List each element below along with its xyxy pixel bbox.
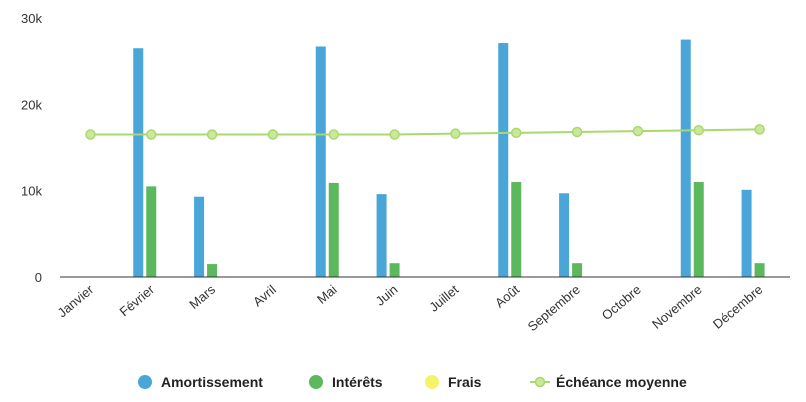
y-axis-ticks: 0 10k 20k 30k: [21, 11, 42, 285]
y-tick-label: 30k: [21, 11, 42, 26]
point-echeance-moyenne-5: [389, 129, 400, 140]
bar-amortissement-11: [741, 189, 752, 277]
legend-item[interactable]: Intérêts: [309, 374, 383, 390]
legend-marker: [425, 375, 439, 389]
x-tick-label: Février: [117, 281, 158, 319]
bar-int-r-ts-11: [754, 263, 765, 277]
legend-item[interactable]: Frais: [425, 374, 482, 390]
legend-marker: [534, 376, 546, 388]
x-tick-label: Octobre: [599, 282, 644, 323]
x-tick-label: Juin: [373, 282, 401, 309]
legend: Amortissement Intérêts Frais Échéance moyen…: [138, 374, 687, 390]
bar-amortissement-2: [194, 196, 205, 277]
bar-int-r-ts-4: [328, 182, 339, 277]
bar-int-r-ts-2: [207, 264, 218, 277]
legend-label: Échéance moyenne: [556, 374, 687, 390]
point-echeance-moyenne-4: [328, 129, 339, 140]
bars: [133, 39, 765, 278]
legend-item[interactable]: Échéance moyenne: [530, 374, 687, 390]
x-tick-label: Novembre: [649, 282, 705, 332]
line-series: [85, 124, 765, 140]
point-echeance-moyenne-6: [450, 128, 461, 139]
point-echeance-moyenne-1: [146, 129, 157, 140]
bar-amortissement-8: [559, 193, 570, 277]
point-echeance-moyenne-8: [571, 126, 583, 138]
bar-amortissement-4: [315, 46, 326, 277]
bar-int-r-ts-1: [146, 186, 157, 277]
bar-int-r-ts-5: [389, 263, 400, 277]
legend-marker: [309, 375, 323, 389]
x-axis-ticks: Janvier Février Mars Avril Mai Juin Juillet Aoû…: [55, 281, 766, 334]
bar-amortissement-5: [376, 194, 387, 277]
x-tick-label: Août: [492, 282, 522, 311]
legend-marker: [138, 375, 152, 389]
bar-amortissement-1: [133, 48, 144, 277]
bar-int-r-ts-7: [511, 182, 522, 277]
y-tick-label: 10k: [21, 184, 42, 199]
point-echeance-moyenne-9: [632, 125, 644, 137]
legend-label: Intérêts: [332, 374, 383, 390]
y-tick-label: 20k: [21, 97, 42, 112]
x-tick-label: Juillet: [426, 282, 461, 315]
point-echeance-moyenne-11: [754, 124, 765, 135]
x-tick-label: Mai: [314, 282, 340, 307]
point-echeance-moyenne-2: [206, 129, 218, 140]
legend-label: Amortissement: [161, 374, 263, 390]
legend-label: Frais: [448, 374, 482, 390]
bar-amortissement-7: [498, 43, 509, 277]
legend-item[interactable]: Amortissement: [138, 374, 263, 390]
x-tick-label: Décembre: [710, 282, 766, 332]
bar-int-r-ts-10: [693, 182, 704, 277]
x-tick-label: Avril: [250, 282, 279, 310]
x-tick-label: Mars: [186, 281, 218, 311]
point-echeance-moyenne-0: [85, 129, 96, 140]
x-tick-label: Septembre: [525, 282, 583, 334]
point-echeance-moyenne-3: [267, 129, 279, 140]
y-tick-label: 0: [35, 270, 42, 285]
bar-amortissement-10: [680, 39, 691, 278]
point-echeance-moyenne-10: [693, 124, 704, 136]
line-echeance-moyenne: [90, 128, 760, 136]
point-echeance-moyenne-7: [511, 127, 522, 139]
bar-int-r-ts-8: [572, 263, 583, 277]
x-tick-label: Janvier: [55, 281, 97, 320]
